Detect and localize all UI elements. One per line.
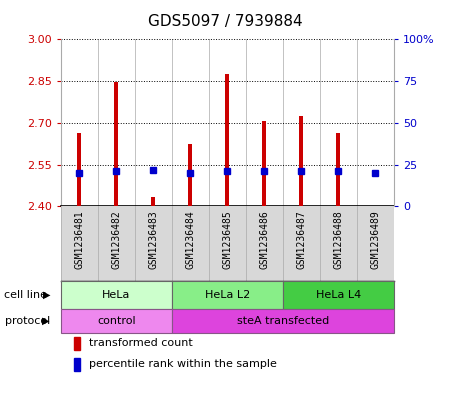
Bar (74, 358, 80, 371)
Text: GSM1236482: GSM1236482 (111, 210, 121, 269)
Text: percentile rank within the sample: percentile rank within the sample (89, 359, 277, 369)
Bar (77, 132, 81, 206)
Bar (74, 337, 80, 350)
Text: GSM1236489: GSM1236489 (370, 210, 380, 269)
Text: GSM1236487: GSM1236487 (296, 210, 306, 269)
Text: ▶: ▶ (42, 316, 50, 326)
Text: GSM1236483: GSM1236483 (148, 210, 158, 269)
Bar (114, 83, 118, 206)
Text: protocol: protocol (4, 316, 50, 326)
Text: transformed count: transformed count (89, 338, 193, 349)
Bar (225, 74, 230, 206)
Text: HeLa L4: HeLa L4 (315, 290, 361, 299)
Bar (188, 144, 193, 206)
Bar (151, 196, 155, 206)
Text: GSM1236488: GSM1236488 (333, 210, 343, 269)
Text: GSM1236484: GSM1236484 (185, 210, 195, 269)
Bar (61, 281, 172, 309)
Bar (299, 116, 303, 206)
Text: HeLa: HeLa (102, 290, 130, 299)
Text: control: control (97, 316, 135, 326)
Text: ▶: ▶ (43, 290, 50, 299)
Text: cell line: cell line (4, 290, 48, 299)
Text: HeLa L2: HeLa L2 (205, 290, 250, 299)
Bar (172, 309, 394, 333)
Text: GDS5097 / 7939884: GDS5097 / 7939884 (148, 15, 302, 29)
Text: steA transfected: steA transfected (237, 316, 329, 326)
Bar (283, 281, 394, 309)
Bar (172, 281, 283, 309)
Bar (61, 309, 172, 333)
Text: GSM1236485: GSM1236485 (222, 210, 232, 269)
Bar (336, 132, 341, 206)
Text: GSM1236486: GSM1236486 (259, 210, 269, 269)
Bar (262, 121, 266, 206)
Text: GSM1236481: GSM1236481 (74, 210, 84, 269)
